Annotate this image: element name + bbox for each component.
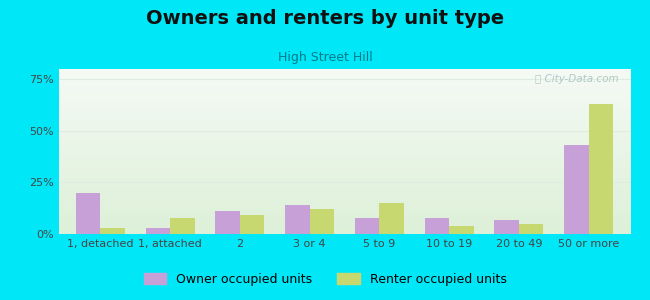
Bar	[424, 218, 449, 234]
Legend: Owner occupied units, Renter occupied units: Owner occupied units, Renter occupied un…	[138, 268, 512, 291]
Bar	[355, 218, 380, 234]
Text: High Street Hill: High Street Hill	[278, 51, 372, 64]
Bar	[519, 224, 543, 234]
Bar	[564, 145, 589, 234]
Bar	[424, 218, 449, 234]
Bar	[449, 226, 474, 234]
Bar	[170, 218, 194, 234]
Bar	[589, 104, 613, 234]
Bar	[146, 228, 170, 234]
Bar	[215, 211, 240, 234]
Bar	[309, 209, 334, 234]
Bar	[309, 209, 334, 234]
Bar	[100, 228, 125, 234]
Text: Owners and renters by unit type: Owners and renters by unit type	[146, 9, 504, 28]
Bar	[240, 215, 265, 234]
Bar	[285, 205, 309, 234]
Bar	[76, 193, 100, 234]
Bar	[449, 226, 474, 234]
Bar	[519, 224, 543, 234]
Bar	[495, 220, 519, 234]
Bar	[100, 228, 125, 234]
Bar	[146, 228, 170, 234]
Bar	[380, 203, 404, 234]
Bar	[240, 215, 265, 234]
Bar	[564, 145, 589, 234]
Bar	[285, 205, 309, 234]
Bar	[170, 218, 194, 234]
Bar	[355, 218, 380, 234]
Bar	[76, 193, 100, 234]
Bar	[495, 220, 519, 234]
Text: Ⓣ City-Data.com: Ⓣ City-Data.com	[536, 74, 619, 84]
Bar	[589, 104, 613, 234]
Bar	[215, 211, 240, 234]
Bar	[380, 203, 404, 234]
